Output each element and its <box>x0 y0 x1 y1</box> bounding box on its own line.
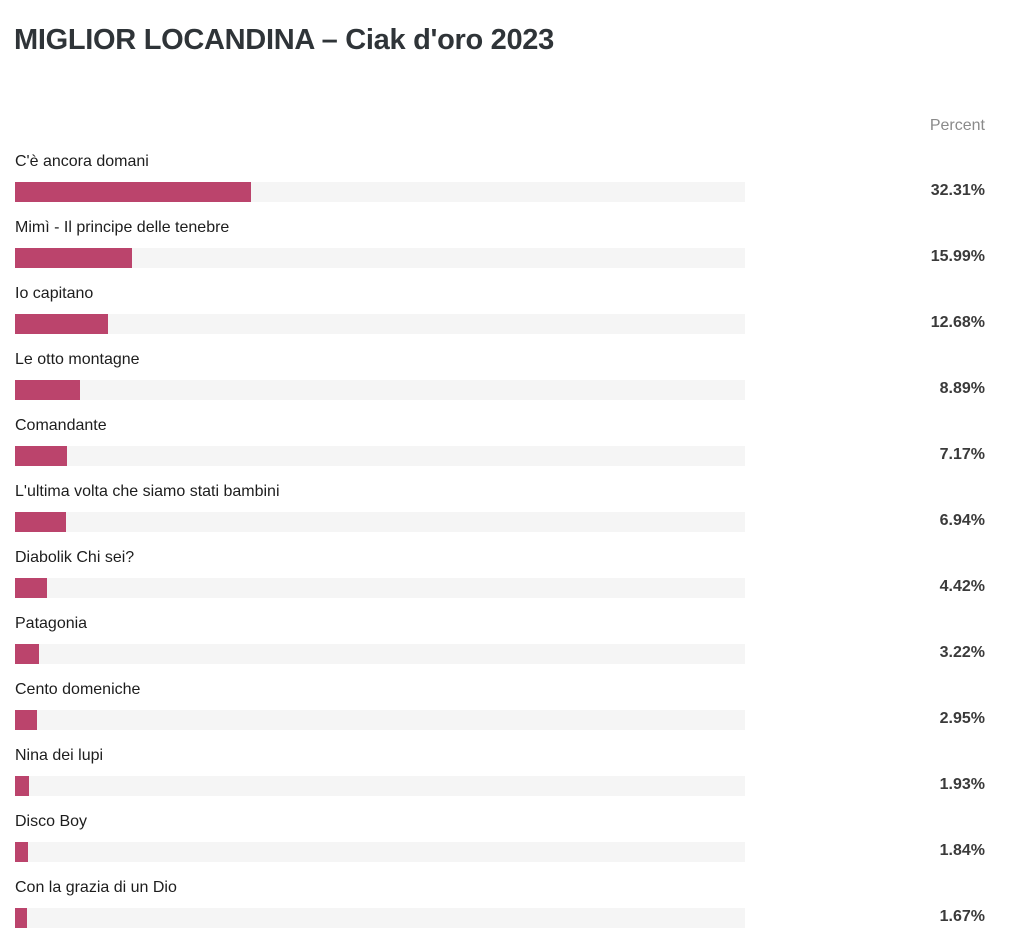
value-label: 1.67% <box>939 908 985 925</box>
bar-track <box>15 446 745 466</box>
value-label: 4.42% <box>939 578 985 595</box>
category-label: Mimì - Il principe delle tenebre <box>15 219 230 236</box>
bar-track <box>15 182 745 202</box>
category-label: Nina dei lupi <box>15 747 104 764</box>
value-label: 1.93% <box>939 776 985 793</box>
bar-row: Comandante 7.17% <box>0 414 1024 480</box>
bar-row: Patagonia 3.22% <box>0 612 1024 678</box>
percent-column-header: Percent <box>929 117 985 134</box>
bar-track <box>15 908 745 928</box>
bar-fill <box>15 446 68 466</box>
bar-fill <box>15 314 108 334</box>
value-label: 12.68% <box>930 314 985 331</box>
value-label: 6.94% <box>939 512 985 529</box>
bar-row: C'è ancora domani 32.31% <box>0 150 1024 216</box>
category-label: Patagonia <box>15 615 88 632</box>
bar-track <box>15 578 745 598</box>
bar-track <box>15 710 745 730</box>
chart-title: MIGLIOR LOCANDINA – Ciak d'oro 2023 <box>14 24 554 56</box>
category-label: Con la grazia di un Dio <box>15 879 177 896</box>
bar-row: Nina dei lupi 1.93% <box>0 744 1024 810</box>
bar-row: L'ultima volta che siamo stati bambini 6.… <box>0 480 1024 546</box>
bar-track <box>15 380 745 400</box>
category-label: C'è ancora domani <box>15 153 149 170</box>
category-label: Io capitano <box>15 285 94 302</box>
bar-track <box>15 842 745 862</box>
category-label: Diabolik Chi sei? <box>15 549 135 566</box>
category-label: Cento domeniche <box>15 681 141 698</box>
bar-row: Cento domeniche 2.95% <box>0 678 1024 744</box>
value-label: 15.99% <box>930 248 985 265</box>
bar-row: Diabolik Chi sei? 4.42% <box>0 546 1024 612</box>
value-label: 8.89% <box>939 380 985 397</box>
bar-fill <box>15 842 29 862</box>
bar-row: Io capitano 12.68% <box>0 282 1024 348</box>
value-label: 1.84% <box>939 842 985 859</box>
bar-fill <box>15 512 66 532</box>
bar-track <box>15 248 745 268</box>
category-label: L'ultima volta che siamo stati bambini <box>15 483 280 500</box>
bar-row: Disco Boy 1.84% <box>0 810 1024 876</box>
bar-fill <box>15 578 48 598</box>
category-label: Le otto montagne <box>15 351 140 368</box>
category-label: Disco Boy <box>15 813 88 830</box>
bar-fill <box>15 908 28 928</box>
bar-fill <box>15 644 39 664</box>
bar-row: Le otto montagne 8.89% <box>0 348 1024 414</box>
value-label: 2.95% <box>939 710 985 727</box>
bar-row: Con la grazia di un Dio 1.67% <box>0 876 1024 942</box>
bar-row: Mimì - Il principe delle tenebre 15.99% <box>0 216 1024 282</box>
bar-fill <box>15 776 30 796</box>
value-label: 3.22% <box>939 644 985 661</box>
bar-fill <box>15 248 132 268</box>
value-label: 7.17% <box>939 446 985 463</box>
bar-fill <box>15 182 251 202</box>
bar-track <box>15 776 745 796</box>
bar-fill <box>15 380 80 400</box>
bar-track <box>15 314 745 334</box>
value-label: 32.31% <box>930 182 985 199</box>
category-label: Comandante <box>15 417 107 434</box>
bar-track <box>15 644 745 664</box>
bar-rows: C'è ancora domani 32.31% Mimì - Il princip… <box>0 150 1024 942</box>
bar-fill <box>15 710 37 730</box>
bar-track <box>15 512 745 532</box>
